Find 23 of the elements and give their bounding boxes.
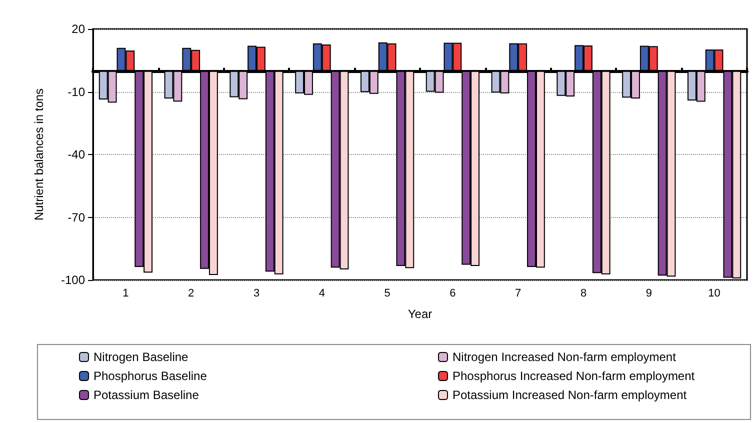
x-axis-title: Year [408,307,432,321]
y-tick-label: -100 [60,273,86,287]
y-tick-label: -70 [68,210,86,224]
y-axis-title: Nutrient balances in tons [32,88,46,221]
x-tick-label: 9 [646,288,652,300]
x-tick-label: 8 [580,288,587,300]
x-tick-label: 6 [450,288,456,300]
x-tick-label: 1 [122,288,129,300]
y-tick-label: -10 [68,84,86,99]
legend-label: Nitrogen Baseline [94,350,189,364]
y-tick-label: 20 [72,22,86,36]
legend-label: Phosphorus Baseline [94,369,208,383]
x-tick-label: 3 [253,288,260,300]
x-tick-label: 4 [318,288,325,300]
legend-label: Phosphorus Increased Non-farm employment [452,369,696,383]
x-tick-label: 7 [515,288,522,300]
y-tick-label: -40 [68,148,86,162]
x-tick-label: 10 [708,288,720,300]
legend-label: Potassium Baseline [94,388,200,402]
x-tick-label: 2 [188,288,194,300]
legend-label: Nitrogen Increased Non-farm employment [452,350,677,364]
x-tick-label: 5 [384,288,390,300]
legend-label: Potassium Increased Non-farm employment [452,388,688,402]
